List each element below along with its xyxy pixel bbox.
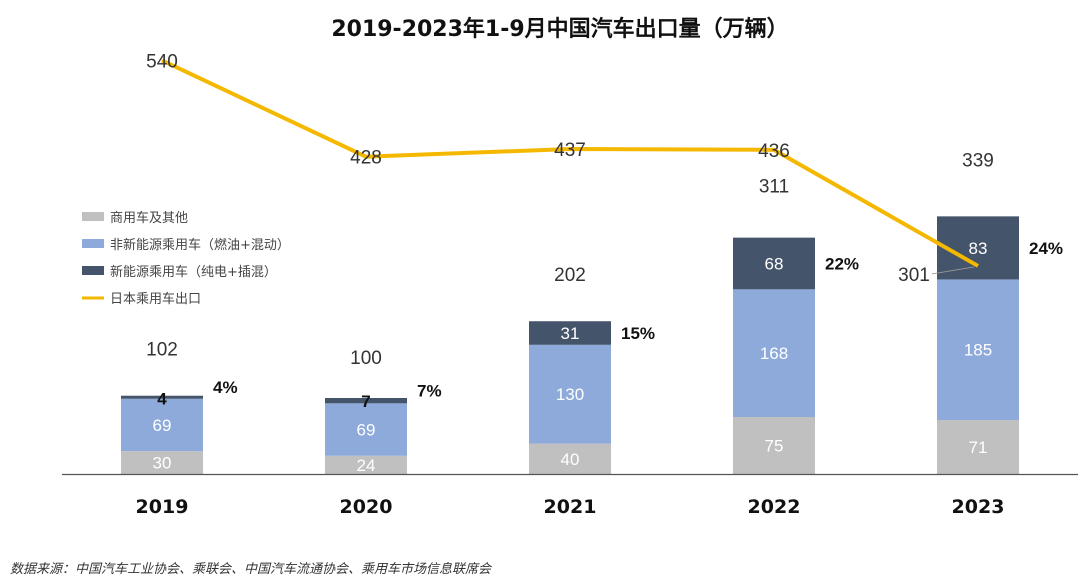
bar-segment-2022-s1 bbox=[733, 289, 815, 417]
bar-segment-2022-s2 bbox=[733, 237, 815, 290]
x-tick-2022: 2022 bbox=[748, 496, 801, 518]
total-label-2022: 311 bbox=[759, 177, 789, 198]
legend-label-1: 非新能源乘用车（燃油+混动） bbox=[110, 237, 290, 253]
total-label-2019: 102 bbox=[146, 340, 178, 361]
japan-label-2023: 301 bbox=[898, 265, 930, 286]
bar-segment-2023-s1 bbox=[937, 279, 1019, 421]
nev-share-2019: 4% bbox=[213, 378, 238, 397]
bar-label-2019-s1: 69 bbox=[153, 416, 172, 435]
japan-label-2019: 540 bbox=[146, 51, 178, 72]
bar-segment-2021-s0 bbox=[529, 443, 611, 474]
legend-swatch-1 bbox=[82, 239, 104, 248]
bar-label-2021-s1: 130 bbox=[556, 385, 584, 404]
bar-label-2022-s0: 75 bbox=[765, 437, 784, 456]
total-label-2020: 100 bbox=[350, 348, 382, 369]
nev-share-2020: 7% bbox=[417, 382, 442, 401]
bar-label-2023-s2: 83 bbox=[969, 239, 988, 258]
legend-swatch-0 bbox=[82, 212, 104, 221]
bar-segment-2019-s2 bbox=[121, 395, 203, 399]
x-tick-2019: 2019 bbox=[136, 496, 189, 518]
bars-layer bbox=[121, 216, 1019, 474]
bar-segment-2023-s2 bbox=[937, 216, 1019, 280]
legend-label-3: 日本乘用车出口 bbox=[110, 291, 201, 307]
bar-label-2019-s0: 30 bbox=[153, 454, 172, 473]
labels-layer: 30 69 4 4% 102 2019 24 69 7 7% 100 2020 40 130 31 15% 20… bbox=[136, 150, 1063, 518]
japan-label-2020: 428 bbox=[350, 148, 382, 169]
nev-share-2023: 24% bbox=[1029, 239, 1063, 258]
total-label-2021: 202 bbox=[554, 265, 586, 286]
bar-label-2021-s2: 31 bbox=[561, 324, 580, 343]
bar-label-2022-s2: 68 bbox=[765, 254, 784, 273]
bar-label-2023-s1: 185 bbox=[964, 341, 992, 360]
total-label-2023: 339 bbox=[962, 150, 994, 171]
bar-label-2019-s2: 4 bbox=[157, 390, 167, 409]
bar-label-2023-s0: 71 bbox=[969, 438, 988, 457]
source-note: 数据来源：中国汽车工业协会、乘联会、中国汽车流通协会、乘用车市场信息联席会 bbox=[10, 562, 492, 577]
bar-segment-2021-s2 bbox=[529, 321, 611, 345]
x-tick-2021: 2021 bbox=[544, 496, 597, 518]
legend-label-0: 商用车及其他 bbox=[110, 210, 188, 226]
bar-segment-2020-s1 bbox=[325, 403, 407, 456]
bar-label-2022-s1: 168 bbox=[760, 344, 788, 363]
bar-label-2020-s2: 7 bbox=[361, 392, 370, 411]
bar-segment-2020-s0 bbox=[325, 455, 407, 474]
bar-label-2020-s1: 69 bbox=[357, 421, 376, 440]
bar-segment-2022-s0 bbox=[733, 417, 815, 474]
bar-segment-2019-s1 bbox=[121, 398, 203, 452]
japan-2023-leader bbox=[931, 266, 975, 275]
bar-segment-2019-s0 bbox=[121, 451, 203, 474]
x-tick-2020: 2020 bbox=[340, 496, 393, 518]
nev-share-2022: 22% bbox=[825, 254, 859, 273]
japan-line-layer: 540 428 437 436 301 bbox=[146, 51, 979, 286]
bar-label-2020-s0: 24 bbox=[357, 456, 376, 475]
japan-label-2021: 437 bbox=[554, 140, 586, 161]
bar-segment-2023-s0 bbox=[937, 420, 1019, 474]
bar-segment-2021-s1 bbox=[529, 344, 611, 444]
x-tick-2023: 2023 bbox=[952, 496, 1005, 518]
japan-export-line bbox=[161, 58, 979, 268]
legend-label-2: 新能源乘用车（纯电+插混） bbox=[110, 264, 277, 280]
japan-label-2022: 436 bbox=[758, 141, 790, 162]
bar-segment-2020-s2 bbox=[325, 398, 407, 404]
nev-share-2021: 15% bbox=[621, 324, 655, 343]
bar-label-2021-s0: 40 bbox=[561, 450, 580, 469]
legend-swatch-2 bbox=[82, 266, 104, 275]
chart-title: 2019-2023年1-9月中国汽车出口量（万辆） bbox=[331, 16, 788, 42]
